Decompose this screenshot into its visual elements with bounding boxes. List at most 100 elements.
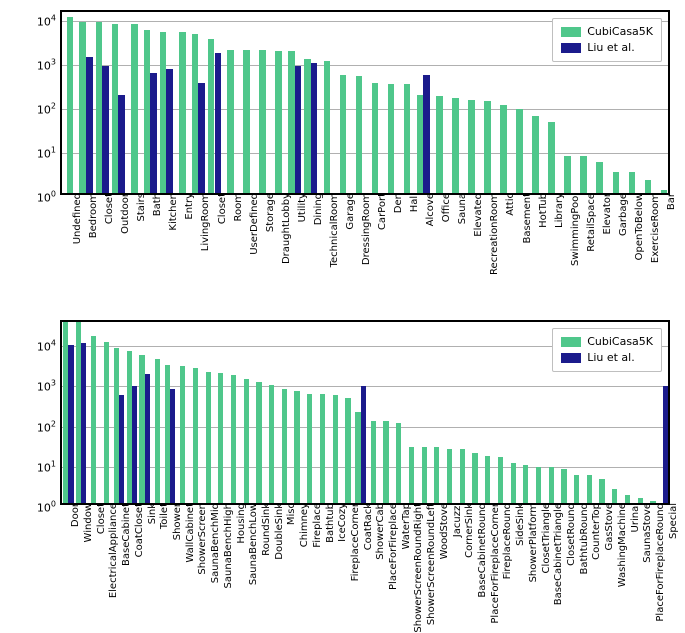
x-tick-label: Elevator: [598, 193, 613, 234]
bar-liu: [102, 66, 109, 193]
bar-cubicasa: [231, 375, 236, 503]
bar-cubicasa: [574, 475, 579, 503]
x-tick-label: Sauna: [453, 193, 468, 224]
bar-cubicasa: [259, 50, 266, 193]
x-tick-label: Entry: [180, 193, 195, 220]
bar-cubicasa: [96, 22, 103, 193]
x-tick-label: Room: [229, 193, 244, 221]
bar-cubicasa: [436, 96, 443, 193]
bar-cubicasa: [516, 109, 523, 193]
bar-liu: [361, 386, 366, 503]
x-tick-label: Attic: [501, 193, 516, 216]
bar-cubicasa: [345, 398, 350, 503]
bar-cubicasa: [131, 24, 138, 193]
x-tick-label: RetailSpace: [582, 193, 597, 252]
bar-cubicasa: [564, 156, 571, 193]
x-tick-label: Garbage: [614, 193, 629, 236]
bar-cubicasa: [409, 447, 414, 503]
bar-liu: [166, 69, 173, 193]
bar-liu: [170, 389, 175, 503]
bar-cubicasa: [472, 453, 477, 503]
bar-cubicasa: [320, 394, 325, 503]
y-tick-label: 104: [37, 339, 62, 354]
bar-cubicasa: [645, 180, 652, 193]
bar-cubicasa: [500, 105, 507, 193]
bar-cubicasa: [629, 172, 636, 193]
x-tick-label: Kitchen: [164, 193, 179, 231]
x-tick-label: Hall: [405, 193, 420, 212]
bar-cubicasa: [498, 457, 503, 503]
bar-cubicasa: [193, 368, 198, 503]
legend-label: Liu et al.: [587, 350, 635, 366]
bar-cubicasa: [613, 172, 620, 193]
x-tick-label: OpenToBelow: [630, 193, 645, 260]
legend-item: CubiCasa5K: [561, 24, 653, 40]
bar-cubicasa: [282, 389, 287, 503]
bar-cubicasa: [511, 463, 516, 503]
bar-liu: [86, 57, 93, 193]
x-tick-label: Bath: [148, 193, 163, 216]
bar-cubicasa: [599, 479, 604, 503]
bar-liu: [81, 343, 86, 503]
bar-cubicasa: [179, 32, 186, 193]
legend-item: Liu et al.: [561, 40, 653, 56]
bar-cubicasa: [460, 449, 465, 503]
bar-cubicasa: [294, 391, 299, 503]
bar-cubicasa: [243, 50, 250, 193]
y-tick-label: 101: [37, 459, 62, 474]
legend-item: CubiCasa5K: [561, 334, 653, 350]
x-tick-label: RecreationRoom: [485, 193, 500, 275]
figure: 100101102103104UndefinedBedroomClosetOut…: [0, 0, 685, 624]
x-tick-label: Elevated: [469, 193, 484, 237]
bar-cubicasa: [587, 475, 592, 503]
bar-cubicasa: [356, 76, 363, 193]
x-tick-label: LivingRoom: [196, 193, 211, 251]
bar-cubicasa: [484, 101, 491, 193]
legend-label: CubiCasa5K: [587, 24, 653, 40]
bar-cubicasa: [468, 100, 475, 193]
legend: CubiCasa5KLiu et al.: [552, 328, 662, 372]
bar-cubicasa: [596, 162, 603, 193]
bar-cubicasa: [561, 469, 566, 503]
bar-cubicasa: [396, 423, 401, 503]
bar-cubicasa: [91, 336, 96, 503]
bar-liu: [423, 75, 430, 193]
bar-cubicasa: [112, 24, 119, 193]
legend-label: CubiCasa5K: [587, 334, 653, 350]
y-tick-label: 103: [37, 58, 62, 73]
bar-cubicasa: [523, 465, 528, 503]
x-tick-label: TechnicalRoom: [325, 193, 340, 267]
x-tick-label: Bedroom: [84, 193, 99, 238]
bar-cubicasa: [288, 51, 295, 193]
bar-cubicasa: [160, 32, 167, 193]
bar-cubicasa: [192, 34, 199, 193]
bar-cubicasa: [340, 75, 347, 193]
bar-cubicasa: [104, 342, 109, 503]
y-tick-label: 100: [37, 500, 62, 515]
bar-liu: [311, 63, 318, 193]
bar-cubicasa: [485, 456, 490, 503]
bar-liu: [132, 386, 137, 503]
bar-liu: [145, 374, 150, 503]
bar-cubicasa: [307, 394, 312, 503]
legend-label: Liu et al.: [587, 40, 635, 56]
bar-cubicasa: [549, 467, 554, 503]
bar-cubicasa: [208, 39, 215, 193]
y-tick-label: 102: [37, 102, 62, 117]
x-tick-label: Utility: [293, 193, 308, 222]
bar-liu: [198, 83, 205, 193]
x-tick-label: Undefined: [68, 193, 83, 244]
y-tick-label: 102: [37, 419, 62, 434]
bar-cubicasa: [404, 84, 411, 193]
bar-cubicasa: [256, 382, 261, 503]
x-tick-label: ExerciseRoom: [646, 193, 661, 263]
x-tick-label: UserDefined: [245, 193, 260, 255]
legend-swatch: [561, 353, 581, 363]
bar-cubicasa: [625, 495, 630, 503]
bar-cubicasa: [155, 359, 160, 503]
chart-panel-0: 100101102103104UndefinedBedroomClosetOut…: [60, 10, 670, 195]
bar-liu: [295, 66, 302, 193]
bar-cubicasa: [536, 467, 541, 503]
chart-panel-1: 100101102103104DoorWindowClosetElectrica…: [60, 320, 670, 505]
x-tick-label: Den: [389, 193, 404, 213]
